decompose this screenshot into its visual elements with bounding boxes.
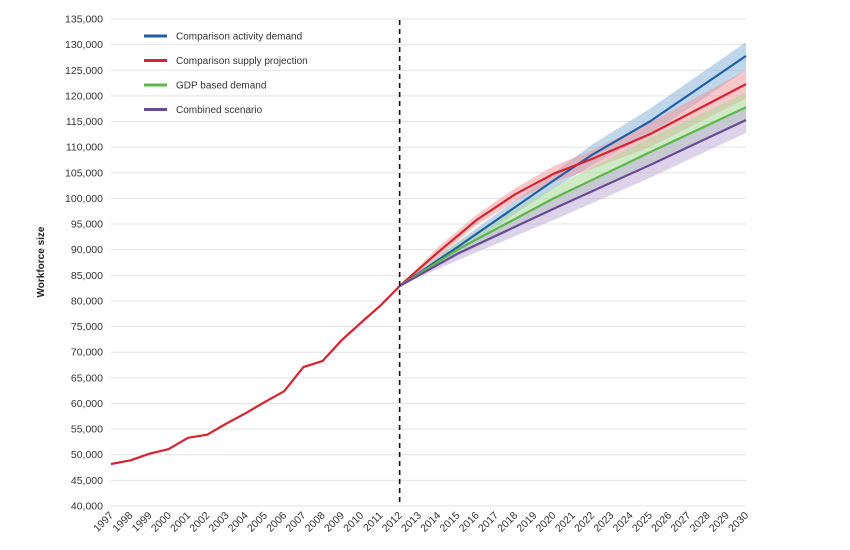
y-tick-label: 65,000 xyxy=(71,372,103,384)
x-tick-label: 2000 xyxy=(149,510,174,535)
x-tick-label: 2008 xyxy=(303,510,328,535)
legend-label: Comparison supply projection xyxy=(176,56,308,67)
x-tick-label: 2010 xyxy=(341,510,366,535)
y-tick-label: 45,000 xyxy=(71,475,103,487)
y-tick-label: 115,000 xyxy=(66,116,103,128)
legend-label: Comparison activity demand xyxy=(176,32,302,43)
y-tick-label: 90,000 xyxy=(71,244,103,256)
y-tick-label: 70,000 xyxy=(71,347,103,359)
x-tick-label: 2012 xyxy=(380,510,405,535)
x-tick-label: 2024 xyxy=(611,510,636,535)
x-tick-label: 2004 xyxy=(226,510,251,535)
x-tick-label: 2009 xyxy=(322,510,347,535)
x-tick-label: 2013 xyxy=(399,510,424,535)
x-tick-label: 2016 xyxy=(457,510,482,535)
uncertainty-band xyxy=(399,107,746,287)
x-tick-label: 2025 xyxy=(630,510,655,535)
x-tick-label: 2029 xyxy=(707,510,732,535)
series-lines xyxy=(110,54,747,466)
y-axis-title: Workforce size xyxy=(36,226,47,297)
y-tick-label: 130,000 xyxy=(65,39,103,51)
x-axis-tick-labels: 1997199819992000200120022003200420052006… xyxy=(91,510,751,535)
y-tick-label: 50,000 xyxy=(71,449,103,461)
legend: Comparison activity demand Comparison sup… xyxy=(144,32,308,116)
y-tick-label: 80,000 xyxy=(71,295,103,307)
x-tick-label: 1997 xyxy=(91,510,116,535)
y-tick-label: 100,000 xyxy=(65,193,103,205)
x-tick-label: 2022 xyxy=(572,510,597,535)
x-tick-label: 1998 xyxy=(110,510,135,535)
legend-label: GDP based demand xyxy=(176,81,266,92)
x-tick-label: 1999 xyxy=(130,510,155,535)
x-tick-label: 2002 xyxy=(187,510,212,535)
x-tick-label: 2027 xyxy=(668,510,693,535)
x-tick-label: 2030 xyxy=(726,510,751,535)
x-tick-label: 2026 xyxy=(649,510,674,535)
x-tick-label: 2006 xyxy=(264,510,289,535)
x-tick-label: 2018 xyxy=(495,510,520,535)
x-tick-label: 2017 xyxy=(476,510,501,535)
y-tick-label: 75,000 xyxy=(71,321,103,333)
uncertainty-band xyxy=(399,70,746,287)
x-tick-label: 2015 xyxy=(437,510,462,535)
y-tick-label: 40,000 xyxy=(71,501,103,513)
x-tick-label: 2021 xyxy=(553,510,578,535)
y-axis-tick-labels: 40,000 45,000 50,000 55,000 60,000 65,000 70,0… xyxy=(65,14,103,513)
y-tick-label: 60,000 xyxy=(71,398,103,410)
x-tick-label: 2028 xyxy=(688,510,713,535)
x-tick-label: 2020 xyxy=(534,510,559,535)
y-tick-label: 135,000 xyxy=(65,14,103,26)
y-tick-label: 55,000 xyxy=(71,424,103,436)
x-tick-label: 2023 xyxy=(591,510,616,535)
historical-line xyxy=(110,285,401,466)
y-tick-label: 120,000 xyxy=(65,90,103,102)
series-line xyxy=(398,83,747,287)
x-tick-label: 2003 xyxy=(207,510,232,535)
y-tick-label: 95,000 xyxy=(71,219,103,231)
x-tick-label: 2001 xyxy=(168,510,193,535)
y-tick-label: 105,000 xyxy=(65,167,103,179)
series-line xyxy=(399,119,747,288)
x-tick-label: 2005 xyxy=(245,510,270,535)
y-tick-label: 85,000 xyxy=(71,270,103,282)
x-tick-label: 2011 xyxy=(361,510,386,535)
y-tick-label: 110,000 xyxy=(66,142,103,154)
legend-label: Combined scenario xyxy=(176,105,263,116)
series-line xyxy=(399,106,747,288)
x-tick-label: 2014 xyxy=(418,510,443,535)
series-line xyxy=(398,54,747,288)
x-tick-label: 2019 xyxy=(514,510,539,535)
y-tick-label: 125,000 xyxy=(65,65,103,77)
x-tick-label: 2007 xyxy=(284,510,309,535)
